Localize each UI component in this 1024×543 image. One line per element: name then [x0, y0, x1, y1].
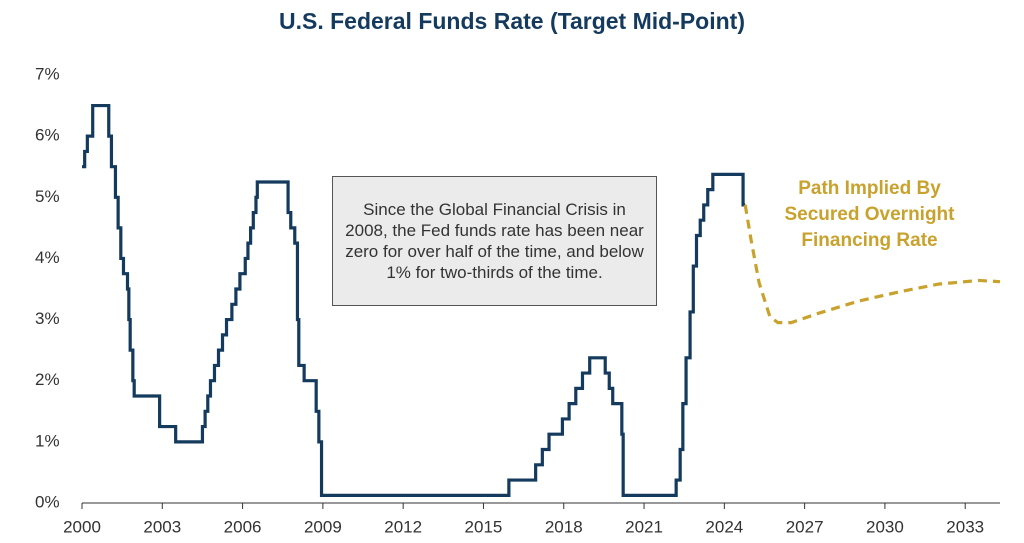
x-tick-label: 2021 — [625, 517, 663, 536]
x-tick-label: 2009 — [304, 517, 342, 536]
series-line — [82, 103, 746, 497]
x-tick-label: 2012 — [384, 517, 422, 536]
x-tick-label: 2003 — [143, 517, 181, 536]
series-line — [743, 204, 1001, 325]
y-tick-label: 3% — [35, 309, 60, 328]
series-label: Path Implied By Secured Overnight Financ… — [784, 178, 955, 251]
x-tick-label: 2024 — [705, 517, 743, 536]
y-tick-label: 6% — [35, 126, 60, 145]
y-tick-label: 5% — [35, 187, 60, 206]
y-tick-label: 4% — [35, 248, 60, 267]
x-tick-label: 2030 — [866, 517, 904, 536]
chart-title: U.S. Federal Funds Rate (Target Mid-Poin… — [279, 8, 745, 34]
y-tick-label: 1% — [35, 431, 60, 450]
x-tick-label: 2000 — [63, 517, 101, 536]
y-tick-label: 7% — [35, 64, 60, 83]
x-tick-label: 2027 — [786, 517, 824, 536]
y-tick-label: 2% — [35, 370, 60, 389]
x-tick-label: 2015 — [465, 517, 503, 536]
y-tick-label: 0% — [35, 492, 60, 511]
annotation: Since the Global Financial Crisis in 200… — [332, 176, 657, 306]
x-tick-label: 2018 — [545, 517, 583, 536]
x-tick-label: 2006 — [224, 517, 262, 536]
x-tick-label: 2033 — [946, 517, 984, 536]
